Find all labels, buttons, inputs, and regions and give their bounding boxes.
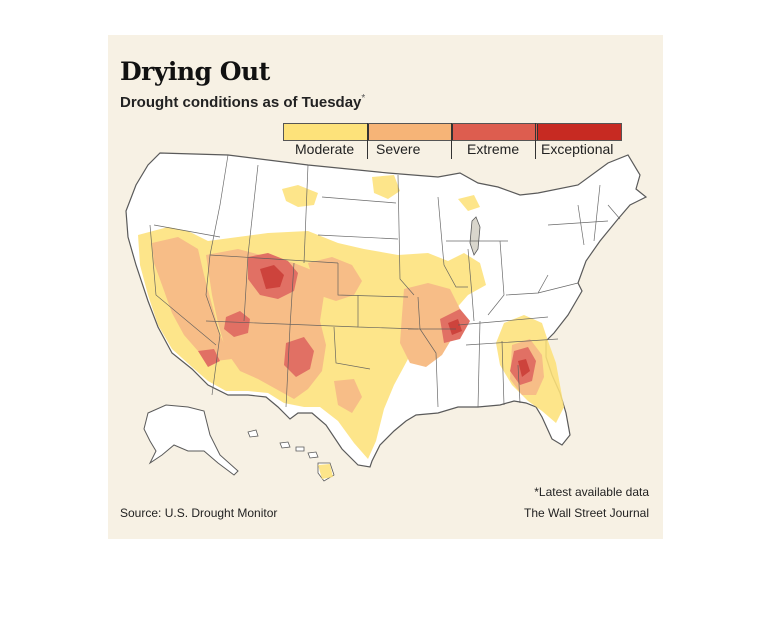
drought-area-severe: [334, 379, 362, 413]
drought-area-severe: [308, 257, 362, 301]
alaska: [143, 404, 239, 476]
legend-swatch-moderate: [284, 124, 369, 140]
lake-michigan: [469, 216, 481, 256]
legend-labels: Moderate Severe Extreme Exceptional: [283, 123, 623, 161]
map-title: Drying Out: [120, 57, 270, 86]
drought-area-moderate: [318, 464, 333, 479]
drought-area-exceptional: [518, 359, 530, 377]
legend-divider: [367, 123, 368, 159]
legend-divider: [535, 123, 536, 159]
legend-label-extreme: Extreme: [467, 141, 520, 157]
legend-label-moderate: Moderate: [295, 141, 355, 157]
drought-area-exceptional: [448, 319, 462, 335]
map-subtitle: Drought conditions as of Tuesday*: [120, 93, 365, 111]
legend-swatch-exceptional: [537, 124, 621, 140]
drought-layer: [138, 175, 564, 479]
drought-area-moderate: [458, 195, 480, 211]
drought-area-severe: [400, 283, 460, 367]
drought-area-severe: [152, 237, 232, 361]
subtitle-text: Drought conditions as of Tuesday: [120, 94, 362, 111]
drought-area-moderate: [282, 185, 318, 207]
state-borders: [149, 154, 621, 408]
source-credit: Source: U.S. Drought Monitor: [120, 506, 278, 520]
drought-area-extreme: [284, 337, 314, 377]
drought-area-extreme: [198, 349, 220, 367]
map-card: Drying Out Drought conditions as of Tues…: [108, 35, 663, 539]
footnote: *Latest available data: [534, 485, 649, 499]
legend-label-exceptional: Exceptional: [541, 141, 614, 157]
drought-area-moderate: [372, 175, 400, 199]
subtitle-footnote-mark: *: [361, 93, 366, 104]
drought-area-extreme: [224, 311, 250, 337]
legend-label-severe: Severe: [376, 141, 421, 157]
legend-swatch-severe: [368, 124, 453, 140]
publisher-credit: The Wall Street Journal: [524, 506, 649, 520]
us-drought-map: [125, 152, 648, 482]
legend-bar: [283, 123, 622, 141]
drought-area-exceptional: [260, 265, 284, 289]
legend-swatch-extreme: [453, 124, 538, 140]
legend-divider: [451, 123, 452, 159]
